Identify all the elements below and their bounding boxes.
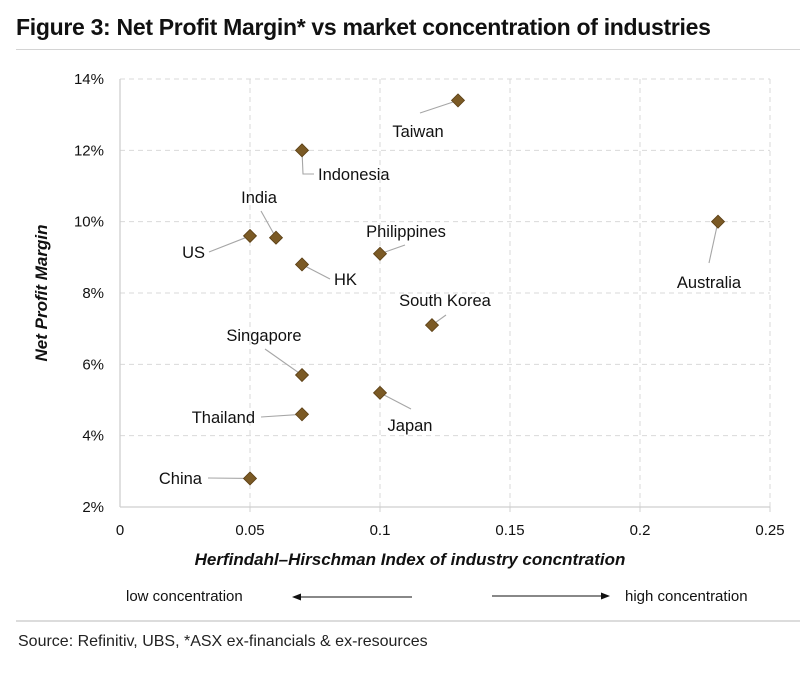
data-point-singapore	[294, 367, 310, 383]
data-point-philippines	[372, 246, 388, 261]
point-label-singapore: Singapore	[226, 327, 301, 345]
x-tick-label: 0	[116, 522, 124, 539]
high-concentration-note: high concentration	[625, 588, 748, 605]
y-tick-label: 14%	[74, 71, 104, 88]
leader-line-japan	[379, 392, 412, 410]
point-label-australia: Australia	[677, 274, 742, 292]
y-tick-label: 8%	[82, 285, 104, 302]
point-label-hk: HK	[334, 271, 357, 289]
x-tick-label: 0.2	[630, 522, 651, 539]
leader-line-thailand	[260, 413, 303, 418]
point-label-us: US	[182, 244, 205, 262]
y-tick-label: 10%	[74, 214, 104, 231]
leader-line-hk	[301, 263, 331, 280]
axes	[119, 79, 771, 512]
gridlines	[120, 78, 771, 507]
title-divider	[16, 49, 800, 50]
y-tick-label: 2%	[82, 499, 104, 516]
data-point-australia	[710, 214, 726, 229]
y-tick-label: 12%	[74, 142, 104, 159]
y-tick-label: 4%	[82, 428, 104, 445]
low-concentration-note: low concentration	[126, 588, 243, 605]
point-label-indonesia: Indonesia	[318, 166, 390, 184]
concentration-notes: low concentration high concentration	[126, 588, 748, 605]
source-divider	[16, 620, 800, 622]
source-note: Source: Refinitiv, UBS, *ASX ex-financia…	[18, 633, 428, 650]
leader-line-taiwan	[419, 99, 459, 114]
point-labels: Taiwan Indonesia India US Philippines Austral…	[159, 123, 742, 488]
x-tick-label: 0.25	[755, 522, 784, 539]
data-point-hk	[294, 257, 310, 272]
point-label-japan: Japan	[388, 417, 433, 435]
data-point-india	[268, 230, 284, 245]
point-label-india: India	[241, 189, 278, 207]
data-point-thailand	[294, 407, 310, 422]
x-tick-label: 0.15	[495, 522, 524, 539]
leader-line-indonesia	[301, 150, 314, 175]
leader-line-singapore	[264, 348, 303, 376]
data-point-indonesia	[294, 143, 310, 158]
tick-labels: 2% 4% 6% 8% 10% 12% 14% 0 0.05 0.1 0.15 0.2 0.25	[74, 71, 785, 539]
data-points	[242, 93, 726, 486]
leader-lines	[207, 99, 719, 480]
point-label-thailand: Thailand	[192, 409, 255, 427]
x-tick-label: 0.05	[235, 522, 264, 539]
data-point-south-korea	[424, 318, 440, 333]
leader-line-us	[208, 235, 251, 253]
point-label-taiwan: Taiwan	[392, 123, 443, 141]
point-label-china: China	[159, 470, 203, 488]
data-point-taiwan	[450, 93, 466, 108]
data-point-us	[242, 228, 258, 243]
right-arrowhead-icon	[601, 592, 610, 600]
x-tick-label: 0.1	[370, 522, 391, 539]
data-point-china	[242, 471, 258, 486]
x-axis-title: Herfindahl–Hirschman Index of industry c…	[195, 550, 626, 569]
y-axis-title: Net Profit Margin	[32, 225, 51, 362]
figure-title: Figure 3: Net Profit Margin* vs market c…	[16, 14, 711, 40]
y-tick-label: 6%	[82, 356, 104, 373]
left-arrowhead-icon	[292, 593, 301, 601]
point-label-south-korea: South Korea	[399, 292, 492, 310]
point-label-philippines: Philippines	[366, 223, 446, 241]
data-point-japan	[372, 385, 388, 400]
leader-line-australia	[708, 221, 719, 264]
